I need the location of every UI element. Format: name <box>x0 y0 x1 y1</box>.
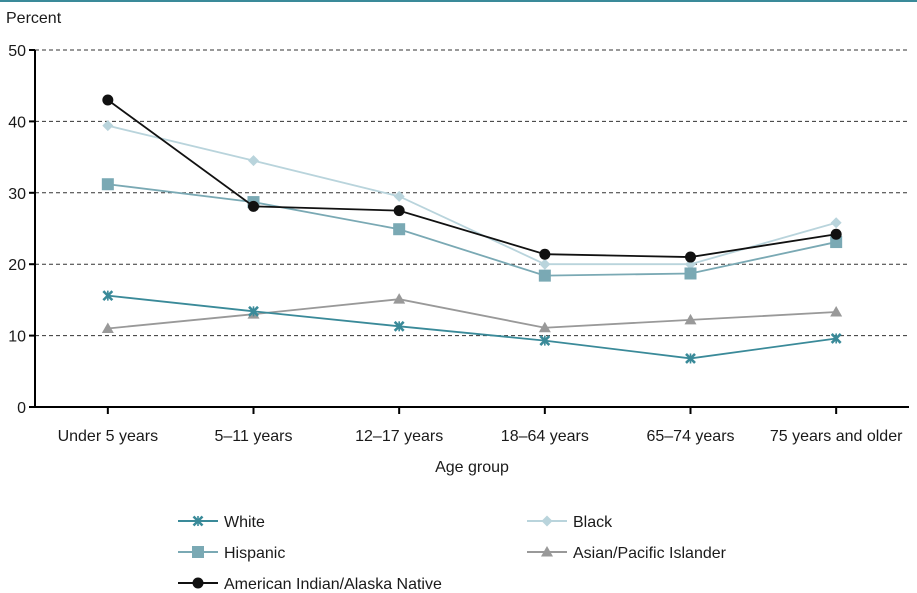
point-white-3 <box>539 335 551 347</box>
y-tick-label-30: 30 <box>8 186 26 203</box>
line-white <box>107 294 837 360</box>
point-asian-pacific-islander-4 <box>684 313 697 325</box>
legend-label-american-indian-alaska-native: American Indian/Alaska Native <box>224 576 442 593</box>
x-axis-title: Age group <box>435 459 509 476</box>
legend-marker-black <box>541 515 553 527</box>
point-white-4 <box>685 353 696 364</box>
y-tick-label-0: 0 <box>17 400 26 417</box>
x-tick-label-0: Under 5 years <box>58 428 159 445</box>
line-asian-pacific-islander <box>107 298 837 330</box>
point-hispanic-3 <box>538 269 551 282</box>
legend-label-black: Black <box>573 514 613 531</box>
x-tick-label-5: 75 years and older <box>770 428 903 445</box>
point-american-indian-alaska-native-5 <box>830 228 842 240</box>
legend-marker-hispanic <box>192 546 204 558</box>
series-white <box>102 290 842 364</box>
point-black-5 <box>830 217 842 229</box>
point-american-indian-alaska-native-1 <box>248 200 259 212</box>
series-american-indian-alaska-native <box>102 94 842 263</box>
legend-label-asian-pacific-islander: Asian/Pacific Islander <box>573 545 727 562</box>
point-asian-pacific-islander-3 <box>538 321 551 333</box>
point-american-indian-alaska-native-0 <box>102 94 114 106</box>
line-hispanic <box>107 183 837 277</box>
y-axis-ticks: 0 10 20 30 40 50 <box>8 43 35 417</box>
point-white-5 <box>830 333 842 344</box>
point-white-1 <box>248 305 259 317</box>
series-black <box>102 120 842 270</box>
point-white-0 <box>102 290 114 302</box>
y-tick-label-50: 50 <box>8 43 26 60</box>
point-black-0 <box>102 120 114 132</box>
y-axis-title: Percent <box>6 10 62 27</box>
point-hispanic-4 <box>684 267 697 280</box>
legend-item-white: White <box>178 514 265 531</box>
x-tick-label-3: 18–64 years <box>501 428 589 445</box>
x-tick-label-1: 5–11 years <box>215 428 293 445</box>
legend: White Black Hispanic Asian/Pacific Islander… <box>178 514 727 593</box>
x-tick-label-2: 12–17 years <box>355 428 443 445</box>
series-asian-pacific-islander <box>101 293 843 333</box>
point-black-2 <box>393 190 405 202</box>
point-asian-pacific-islander-2 <box>393 293 406 304</box>
legend-item-american-indian-alaska-native: American Indian/Alaska Native <box>178 576 442 593</box>
line-black <box>107 124 837 266</box>
legend-item-black: Black <box>527 514 613 531</box>
legend-label-hispanic: Hispanic <box>224 545 285 562</box>
point-black-3 <box>539 258 551 270</box>
legend-label-white: White <box>224 514 265 531</box>
x-tick-label-4: 65–74 years <box>646 428 734 445</box>
y-tick-label-20: 20 <box>8 257 26 274</box>
point-american-indian-alaska-native-3 <box>539 248 551 260</box>
point-hispanic-0 <box>101 178 114 191</box>
point-black-1 <box>248 155 259 167</box>
point-hispanic-5 <box>830 236 843 249</box>
point-asian-pacific-islander-0 <box>101 322 114 333</box>
legend-marker-white <box>192 515 204 527</box>
y-tick-label-10: 10 <box>8 329 26 346</box>
legend-marker-asian-pacific-islander <box>541 546 553 557</box>
y-tick-label-40: 40 <box>8 114 26 131</box>
point-white-2 <box>393 320 405 332</box>
point-hispanic-2 <box>393 223 406 236</box>
legend-item-asian-pacific-islander: Asian/Pacific Islander <box>527 545 727 562</box>
legend-marker-american-indian-alaska-native <box>192 577 204 589</box>
x-axis-ticks: Under 5 years 5–11 years 12–17 years 18–64 … <box>58 407 903 445</box>
point-american-indian-alaska-native-4 <box>685 251 696 263</box>
legend-item-hispanic: Hispanic <box>178 545 285 562</box>
series-group <box>101 94 843 364</box>
gridlines <box>35 49 909 337</box>
point-american-indian-alaska-native-2 <box>393 205 405 217</box>
line-american-indian-alaska-native <box>107 99 837 258</box>
point-asian-pacific-islander-5 <box>830 306 843 317</box>
